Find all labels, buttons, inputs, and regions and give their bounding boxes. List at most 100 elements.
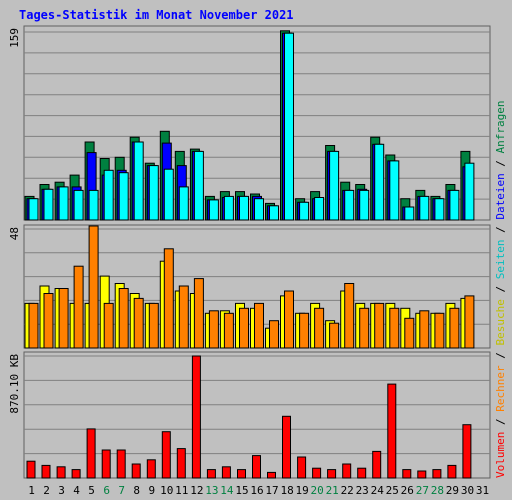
x-tick-label: 31 (476, 484, 489, 497)
x-tick-label: 28 (431, 484, 444, 497)
bar-seiten-day-15 (239, 195, 249, 221)
bar-seiten-day-30 (464, 162, 475, 221)
x-tick-label: 9 (148, 484, 155, 497)
bar-volumen-day-10 (161, 431, 171, 479)
bar-rechner-day-16 (254, 302, 264, 349)
bar-rechner-day-12 (193, 278, 204, 349)
x-tick-label: 6 (103, 484, 110, 497)
bar-volumen-day-13 (206, 469, 216, 479)
x-tick-label: 19 (295, 484, 308, 497)
bar-seiten-day-8 (133, 141, 144, 221)
bar-seiten-day-10 (163, 168, 174, 221)
bar-seiten-day-24 (374, 143, 385, 221)
bar-rechner-day-21 (329, 322, 340, 349)
bar-volumen-day-21 (327, 469, 337, 479)
bar-volumen-day-11 (176, 448, 186, 479)
legend-seiten: Seiten (494, 240, 507, 280)
legend-separator: / (494, 346, 507, 366)
bar-volumen-day-23 (357, 467, 367, 479)
bar-seiten-day-23 (359, 189, 370, 221)
bar-volumen-day-17 (267, 471, 276, 479)
bar-rechner-day-9 (148, 302, 159, 349)
x-tick-label: 14 (220, 484, 234, 497)
legend-besuche: Besuche (494, 299, 507, 345)
bar-volumen-day-8 (131, 463, 141, 479)
bar-rechner-day-13 (208, 310, 219, 349)
legend-separator: / (494, 279, 507, 299)
bar-rechner-day-28 (434, 312, 445, 349)
bar-seiten-day-5 (88, 189, 99, 221)
legend-separator: / (494, 412, 507, 432)
bar-rechner-day-11 (178, 285, 189, 349)
bar-rechner-day-30 (464, 295, 475, 349)
side-legend: Volumen / Rechner / Besuche / Seiten / D… (494, 100, 507, 478)
bar-rechner-day-3 (58, 288, 69, 349)
panel-middle: 48 (8, 224, 491, 349)
bar-volumen-day-26 (402, 469, 412, 479)
bar-seiten-day-18 (284, 32, 294, 221)
bar-volumen-day-24 (372, 450, 382, 479)
legend-rechner: Rechner (494, 365, 507, 412)
bar-seiten-day-20 (314, 197, 325, 221)
bar-rechner-day-20 (314, 307, 325, 349)
bar-volumen-day-18 (282, 415, 291, 479)
bar-seiten-day-9 (148, 165, 159, 221)
bar-rechner-day-5 (88, 225, 99, 349)
x-tick-label: 13 (205, 484, 218, 497)
bar-seiten-day-29 (449, 189, 460, 221)
x-tick-label: 20 (310, 484, 323, 497)
x-tick-label: 5 (88, 484, 95, 497)
x-tick-label: 24 (371, 484, 385, 497)
panel-top: 159 (8, 25, 491, 221)
bar-seiten-day-14 (223, 195, 234, 221)
bar-rechner-day-27 (419, 310, 430, 349)
bar-seiten-day-22 (344, 189, 355, 221)
series-seiten (28, 32, 475, 221)
bar-volumen-day-2 (41, 464, 51, 479)
bar-seiten-day-28 (434, 198, 445, 221)
bar-rechner-day-19 (299, 312, 310, 349)
bar-seiten-day-3 (58, 186, 69, 221)
panel-max-label: 48 (8, 227, 21, 240)
bar-seiten-day-25 (389, 160, 400, 221)
bar-volumen-day-27 (417, 470, 427, 479)
x-tick-label: 11 (175, 484, 188, 497)
bar-volumen-day-14 (221, 466, 231, 479)
bar-rechner-day-4 (73, 265, 84, 349)
bar-rechner-day-8 (133, 297, 144, 349)
legend-separator: / (494, 153, 507, 173)
legend-volumen: Volumen (494, 432, 507, 478)
x-tick-label: 30 (461, 484, 474, 497)
bar-rechner-day-7 (118, 288, 129, 349)
chart-title: Tages-Statistik im Monat November 2021 (19, 8, 294, 22)
bar-rechner-day-6 (103, 302, 114, 349)
x-tick-label: 12 (190, 484, 203, 497)
bar-seiten-day-21 (329, 150, 340, 221)
bar-volumen-day-19 (297, 456, 307, 479)
x-tick-label: 21 (326, 484, 339, 497)
x-tick-label: 26 (401, 484, 414, 497)
x-tick-label: 17 (265, 484, 278, 497)
bar-seiten-day-16 (254, 198, 264, 221)
bar-volumen-day-6 (101, 449, 111, 479)
bar-volumen-day-25 (387, 383, 397, 479)
x-tick-label: 29 (446, 484, 459, 497)
bar-seiten-day-4 (73, 189, 84, 221)
bar-volumen-day-29 (447, 464, 457, 479)
bar-rechner-day-18 (284, 290, 294, 349)
x-tick-label: 22 (341, 484, 354, 497)
bar-volumen-day-4 (71, 469, 81, 479)
panel-max-label: 870.10 KB (8, 354, 21, 414)
bar-volumen-day-16 (252, 455, 261, 479)
bar-seiten-day-12 (193, 150, 204, 221)
x-tick-label: 23 (356, 484, 369, 497)
bar-volumen-day-7 (116, 449, 126, 479)
bar-volumen-day-20 (312, 467, 322, 479)
bar-rechner-day-14 (223, 312, 234, 349)
bar-volumen-day-12 (191, 355, 201, 479)
x-tick-label: 1 (28, 484, 35, 497)
series-rechner (28, 225, 475, 349)
x-tick-label: 7 (118, 484, 125, 497)
bar-volumen-day-5 (86, 428, 96, 479)
bar-seiten-day-2 (43, 188, 54, 221)
